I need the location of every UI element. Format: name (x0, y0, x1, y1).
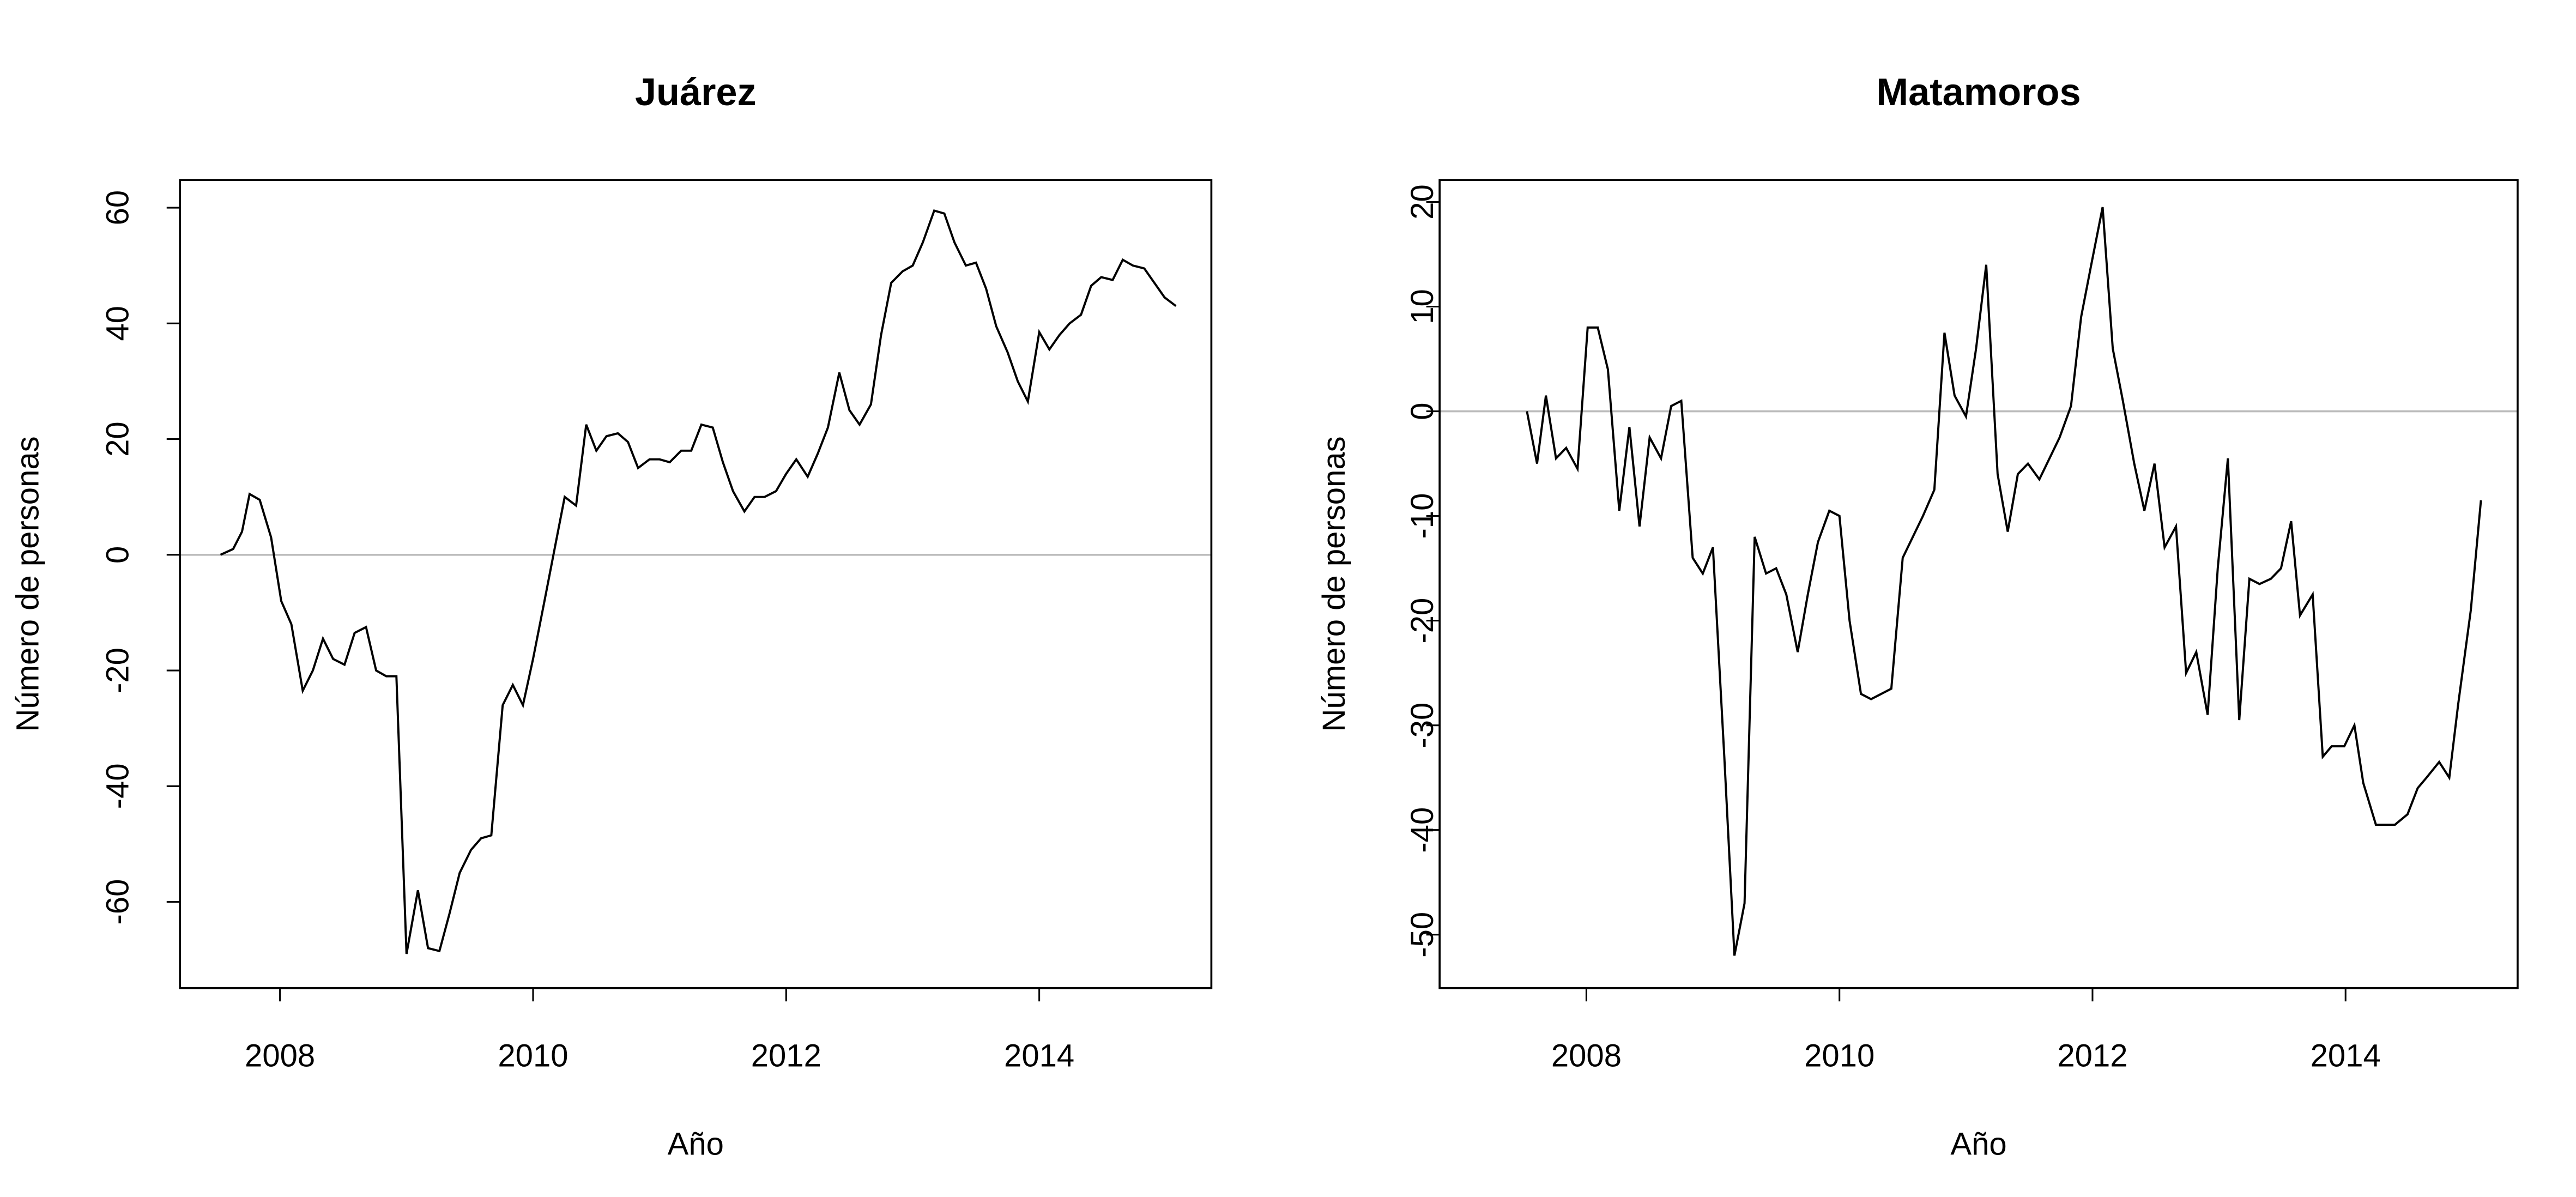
x-tick-label: 2008 (245, 1038, 315, 1073)
y-axis-label: Número de personas (10, 436, 45, 732)
x-tick-label: 2010 (498, 1038, 568, 1073)
y-tick-label: 40 (100, 306, 136, 341)
plot-frame (1438, 179, 2519, 989)
x-tick-label: 2008 (1551, 1038, 1622, 1073)
data-line (1526, 207, 2482, 956)
y-tick-label: -50 (1405, 912, 1440, 958)
y-tick-label: 20 (1405, 184, 1440, 220)
x-axis-label: Año (668, 1126, 724, 1162)
data-line (220, 209, 1177, 954)
y-axis-label: Número de personas (1316, 436, 1352, 732)
x-tick-label: 2012 (2057, 1038, 2127, 1073)
y-tick-label: 10 (1405, 289, 1440, 324)
y-tick-label: -60 (100, 879, 136, 925)
y-tick-label: 60 (100, 190, 136, 226)
x-tick-label: 2014 (2311, 1038, 2381, 1073)
y-tick-label: -40 (100, 763, 136, 809)
x-tick-label: 2014 (1004, 1038, 1074, 1073)
chart-title: Matamoros (1877, 70, 2081, 113)
y-tick-label: 0 (100, 546, 136, 564)
y-tick-label: -20 (1405, 598, 1440, 644)
chart-title: Juárez (635, 70, 757, 113)
plot-frame (179, 179, 1213, 989)
y-tick-label: 0 (1405, 402, 1440, 420)
y-tick-label: -10 (1405, 493, 1440, 539)
x-tick-label: 2012 (751, 1038, 821, 1073)
y-tick-label: -20 (100, 648, 136, 693)
x-tick-label: 2010 (1804, 1038, 1874, 1073)
y-tick-label: -30 (1405, 703, 1440, 748)
x-axis-label: Año (1950, 1126, 2006, 1162)
y-tick-label: -40 (1405, 807, 1440, 853)
y-tick-label: 20 (100, 421, 136, 457)
